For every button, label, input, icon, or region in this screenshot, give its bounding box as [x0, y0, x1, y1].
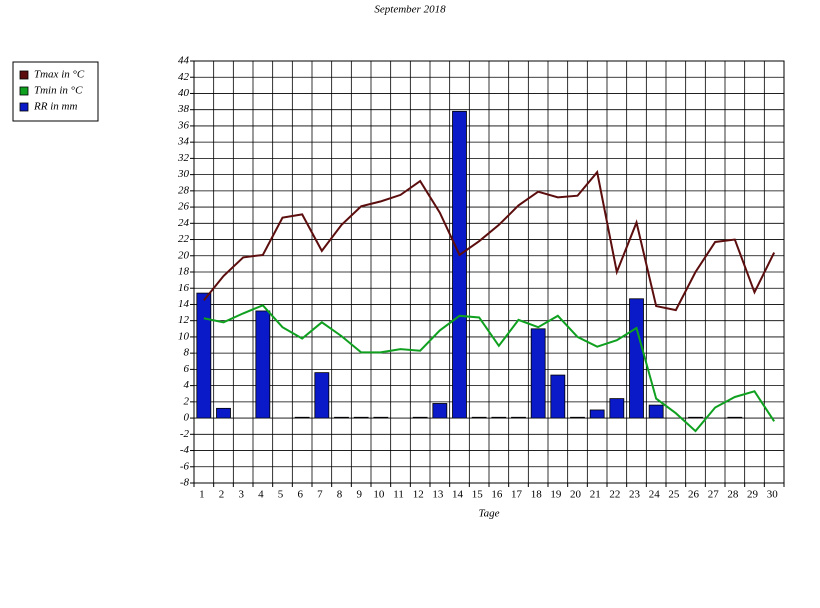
bar: [648, 404, 664, 419]
x-tick-label: 17: [511, 489, 523, 501]
bar: [530, 328, 546, 419]
legend-swatch: [19, 70, 29, 80]
bar: [373, 416, 389, 419]
line: [203, 304, 776, 433]
bar: [727, 416, 743, 419]
y-tick-label: 36: [177, 119, 190, 131]
x-tick-label: 9: [356, 489, 362, 501]
x-tick-label: 7: [317, 489, 323, 501]
x-tick-label: 24: [649, 489, 661, 501]
x-tick-label: 13: [432, 489, 444, 501]
x-tick-label: 19: [550, 489, 562, 501]
legend-label: RR in mm: [33, 101, 77, 113]
x-tick-label: 20: [570, 489, 582, 501]
y-tick-label: 12: [178, 314, 190, 326]
x-tick-label: 10: [373, 489, 385, 501]
bar: [294, 416, 310, 419]
legend-swatch: [19, 86, 29, 96]
bar: [452, 110, 467, 419]
bar: [550, 374, 566, 419]
x-tick-label: 6: [297, 489, 303, 501]
y-tick-label: 28: [178, 184, 190, 196]
x-tick-label: 8: [337, 489, 343, 501]
bar: [589, 409, 605, 419]
x-tick-label: 30: [767, 489, 779, 501]
y-tick-label: 38: [177, 103, 190, 115]
y-tick-label: 4: [184, 379, 190, 391]
y-tick-label: 26: [178, 201, 190, 213]
x-tick-label: 26: [688, 489, 700, 501]
legend-label: Tmax in °C: [34, 69, 85, 81]
bar: [491, 416, 507, 419]
y-tick-label: 0: [184, 412, 190, 424]
line: [203, 169, 776, 312]
x-axis-label: Tage: [479, 508, 500, 520]
y-tick-label: 14: [178, 298, 190, 310]
x-tick-label: 22: [609, 489, 620, 501]
y-tick-label: -2: [180, 428, 190, 440]
bar: [688, 416, 703, 419]
x-tick-label: 27: [708, 489, 720, 501]
chart-title: September 2018: [374, 4, 446, 16]
bar: [432, 403, 448, 419]
bar: [471, 416, 487, 419]
x-tick-label: 29: [747, 489, 759, 501]
y-tick-label: 44: [178, 55, 190, 67]
y-tick-label: -8: [180, 477, 190, 489]
bar: [353, 416, 369, 419]
bar: [314, 372, 330, 419]
y-tick-label: 34: [177, 136, 190, 148]
y-tick-label: 32: [177, 152, 190, 164]
y-tick-label: 20: [178, 249, 190, 261]
y-tick-label: 2: [184, 395, 190, 407]
bar: [196, 292, 212, 419]
legend-label: Tmin in °C: [34, 85, 83, 97]
bar: [570, 416, 585, 419]
x-tick-label: 25: [668, 489, 680, 501]
bar: [255, 310, 271, 419]
y-tick-label: 42: [178, 71, 190, 83]
plot-border: [193, 60, 785, 484]
y-tick-label: 16: [178, 282, 190, 294]
legend-swatch: [19, 102, 29, 112]
x-tick-label: 21: [590, 489, 601, 501]
bar: [511, 416, 526, 419]
x-tick-label: 23: [629, 489, 641, 501]
y-tick-label: 30: [177, 168, 190, 180]
y-tick-label: 8: [184, 347, 190, 359]
bar: [216, 407, 231, 419]
x-tick-label: 1: [199, 489, 205, 501]
y-tick-label: -4: [180, 444, 190, 456]
y-tick-label: -6: [180, 460, 190, 472]
x-tick-label: 11: [393, 489, 404, 501]
x-tick-label: 3: [238, 489, 244, 501]
bar: [412, 416, 428, 419]
bar: [609, 398, 625, 419]
x-tick-label: 4: [258, 489, 264, 501]
x-tick-label: 14: [452, 489, 464, 501]
y-tick-label: 24: [178, 217, 190, 229]
y-tick-label: 18: [178, 266, 190, 278]
x-tick-label: 5: [278, 489, 284, 501]
y-tick-label: 10: [178, 330, 190, 342]
y-tick-label: 40: [178, 87, 190, 99]
bar: [629, 298, 644, 419]
x-tick-label: 12: [413, 489, 424, 501]
x-tick-label: 18: [531, 489, 543, 501]
y-tick-label: 22: [178, 233, 190, 245]
y-tick-label: 6: [184, 363, 190, 375]
x-tick-label: 16: [491, 489, 503, 501]
x-tick-label: 2: [219, 489, 225, 501]
x-tick-label: 28: [727, 489, 739, 501]
bar: [334, 416, 349, 419]
x-tick-label: 15: [472, 489, 484, 501]
